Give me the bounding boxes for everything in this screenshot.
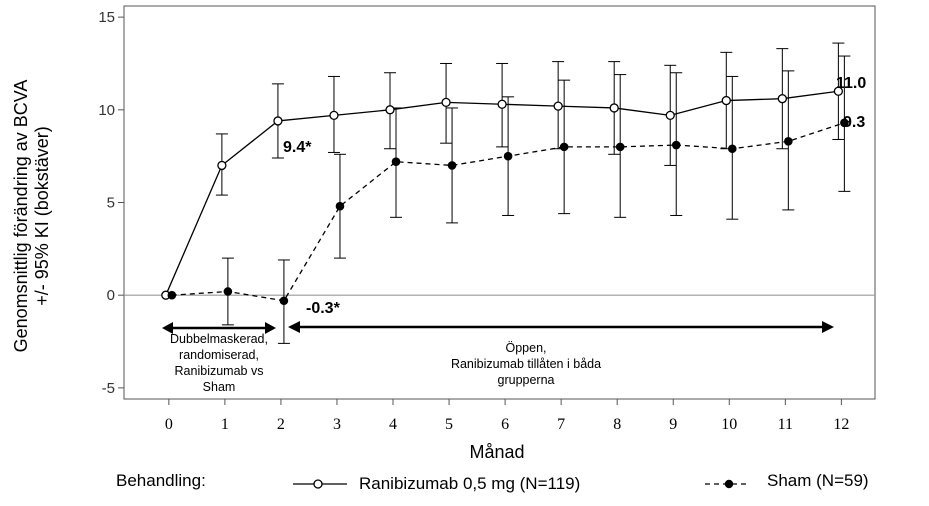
ranibizumab-point	[665, 110, 675, 121]
y-tick-label: 15	[98, 9, 115, 26]
x-tick-label: 6	[501, 416, 509, 433]
sham-point	[447, 161, 457, 170]
x-tick-label: 1	[221, 416, 229, 433]
x-tick-label: 8	[613, 416, 621, 433]
sham-point	[391, 157, 401, 167]
ranibizumab-point	[217, 160, 227, 171]
x-tick-label: 11	[778, 416, 793, 433]
annotation-ranibizumab-month2: 9.4*	[283, 139, 312, 156]
y-tick-label: 10	[98, 102, 115, 119]
svg-text:randomiserad,: randomiserad,	[179, 348, 259, 362]
sham-point	[503, 151, 513, 161]
svg-text:grupperna: grupperna	[498, 373, 555, 387]
legend-sham-label: Sham (N=59)	[767, 471, 869, 490]
svg-text:Ranibizumab vs: Ranibizumab vs	[175, 364, 264, 378]
y-tick-label: 0	[107, 287, 115, 304]
annotation-ranibizumab-end: 11.0	[836, 75, 866, 92]
ranibizumab-point	[385, 105, 395, 115]
sham-point	[784, 137, 793, 146]
series-markers	[161, 86, 849, 306]
ranibizumab-point	[441, 97, 451, 108]
x-tick-label: 7	[557, 416, 565, 433]
sham-point	[335, 201, 345, 211]
error-bars	[215, 42, 851, 344]
sham-point	[615, 142, 625, 152]
annotation-sham-end: 9.3	[843, 114, 865, 131]
y-tick-label: 5	[107, 195, 115, 212]
sham-point	[727, 144, 737, 154]
ranibizumab-point	[721, 95, 731, 106]
phase-arrow-double-blind	[162, 322, 276, 334]
ranibizumab-point	[273, 116, 283, 126]
y-axis-title-line1: Genomsnittlig förändring av BCVA	[11, 80, 31, 353]
annotation-sham-month2: -0.3*	[306, 300, 341, 317]
series-lines	[165, 90, 845, 302]
x-tick-label: 0	[165, 416, 173, 433]
ranibizumab-point	[329, 110, 339, 121]
sham-point	[671, 140, 681, 150]
sham-point	[559, 142, 569, 152]
legend-title: Behandling:	[116, 471, 206, 490]
x-tick-label: 10	[721, 416, 737, 433]
ranibizumab-point	[777, 94, 787, 104]
x-tick-label: 9	[669, 416, 677, 433]
phase-arrow-open-label	[288, 321, 834, 333]
ranibizumab-point	[833, 86, 844, 96]
ranibizumab-point	[609, 103, 619, 113]
ranibizumab-point	[553, 101, 563, 111]
svg-text:Öppen,: Öppen,	[505, 341, 546, 355]
legend-ranibizumab-label: Ranibizumab 0,5 mg (N=119)	[359, 474, 580, 493]
sham-point	[840, 118, 849, 128]
y-axis-title-line2: +/- 95% KI (bokstäver)	[32, 126, 52, 306]
phase-label-open-label: Öppen, Ranibizumab tillåten i båda grupp…	[451, 341, 601, 387]
sham-point	[223, 287, 233, 296]
ranibizumab-point	[497, 99, 507, 109]
x-tick-label: 3	[333, 416, 341, 433]
svg-text:Ranibizumab tillåten i båda: Ranibizumab tillåten i båda	[451, 357, 601, 371]
svg-text:Dubbelmaskerad,: Dubbelmaskerad,	[170, 332, 268, 346]
sham-point	[279, 296, 289, 306]
legend-ranibizumab-marker	[313, 479, 323, 489]
sham-point	[167, 290, 177, 300]
phase-label-double-blind: Dubbelmaskerad, randomiserad, Ranibizuma…	[170, 332, 268, 394]
x-tick-label: 2	[277, 416, 285, 433]
x-tick-label: 5	[445, 416, 453, 433]
x-tick-label: 4	[389, 416, 397, 433]
y-tick-label: -5	[102, 380, 115, 397]
legend: Behandling: Ranibizumab 0,5 mg (N=119) S…	[116, 471, 869, 493]
x-tick-label: 12	[833, 416, 849, 433]
x-axis-title: Månad	[469, 442, 524, 462]
svg-text:Sham: Sham	[203, 380, 236, 394]
legend-sham-marker	[724, 479, 734, 489]
